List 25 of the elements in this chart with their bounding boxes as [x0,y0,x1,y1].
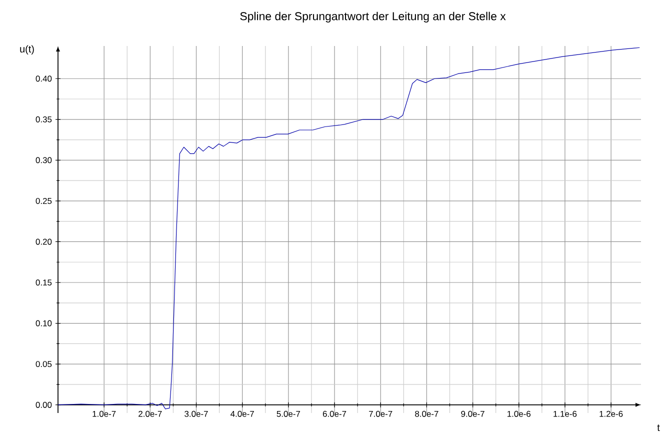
x-tick-label: 3.0e-7 [184,410,208,417]
y-axis-title: u(t) [20,45,34,54]
y-tick-label: 0.40 [36,76,52,82]
y-tick-label: 0.25 [36,198,52,204]
chart-title: Spline der Sprungantwort der Leitung an der Stelle x [240,12,506,22]
x-tick-label: 4.0e-7 [230,410,254,417]
y-tick-label: 0.30 [36,157,52,164]
line-series [58,47,640,410]
x-tick-label: 1.2e-6 [600,410,623,417]
y-tick-label: 0.05 [36,361,52,368]
x-tick-label: 8.0e-7 [415,410,438,417]
x-tick-label: 1.1e-6 [554,410,577,417]
y-tick-label: 0.00 [36,402,52,408]
y-tick-label: 0.20 [36,238,52,245]
x-tick-label: 2.0e-7 [138,410,162,417]
x-tick-label: 1.0e-7 [92,410,116,417]
y-tick-label: 0.15 [36,280,52,286]
y-tick-label: 0.35 [36,116,52,122]
y-tick-label: 0.10 [36,320,52,326]
x-tick-label: 7.0e-7 [369,410,392,417]
x-tick-label: 9.0e-7 [461,410,484,417]
x-tick-label: 1.0e-6 [508,410,531,417]
x-axis-title: t [657,424,660,432]
x-tick-label: 6.0e-7 [322,410,346,417]
x-tick-label: 5.0e-7 [276,410,300,417]
